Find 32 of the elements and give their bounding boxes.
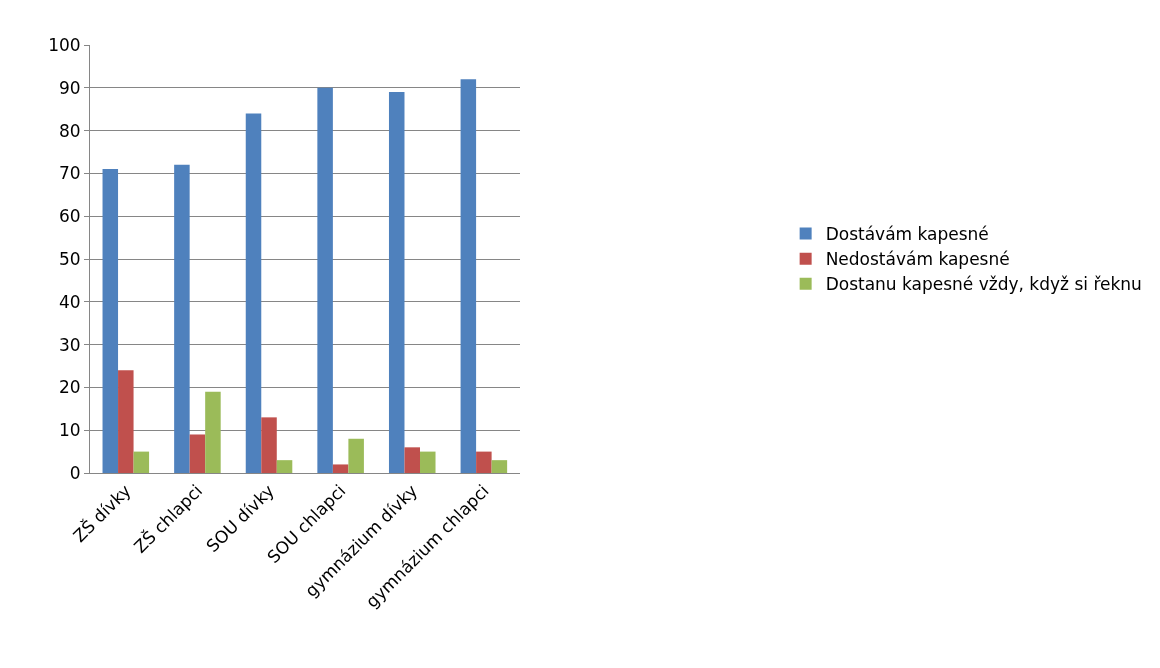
y-tick-label: 90	[58, 77, 81, 98]
y-tick-label: 60	[58, 206, 81, 227]
bar	[317, 87, 333, 473]
bar	[261, 417, 277, 473]
y-tick-label: 40	[58, 291, 81, 312]
y-tick-label: 10	[58, 420, 81, 441]
legend-label: Dostávám kapesné	[825, 224, 989, 245]
bar	[491, 460, 508, 473]
legend-label: Nedostávám kapesné	[825, 249, 1010, 270]
bar	[276, 460, 293, 473]
y-tick-label: 0	[69, 462, 81, 483]
bar	[174, 164, 190, 473]
legend-label: Dostanu kapesné vždy, když si řeknu	[825, 274, 1142, 295]
bar	[133, 451, 150, 473]
bar	[118, 370, 134, 473]
y-tick-label: 50	[58, 248, 81, 269]
y-tick-label: 80	[58, 120, 81, 141]
bar	[189, 434, 206, 473]
y-tick-label: 30	[58, 334, 81, 355]
bar	[348, 438, 364, 473]
bar	[476, 451, 492, 473]
bar	[245, 113, 262, 473]
bar	[388, 92, 405, 473]
y-tick-label: 70	[58, 163, 81, 184]
bar	[102, 169, 119, 473]
bar	[420, 451, 436, 473]
y-tick-label: 100	[48, 34, 81, 55]
bar	[404, 447, 420, 473]
bar	[205, 391, 221, 473]
y-tick-label: 20	[58, 377, 81, 398]
bar	[460, 79, 477, 473]
bar	[332, 464, 349, 473]
